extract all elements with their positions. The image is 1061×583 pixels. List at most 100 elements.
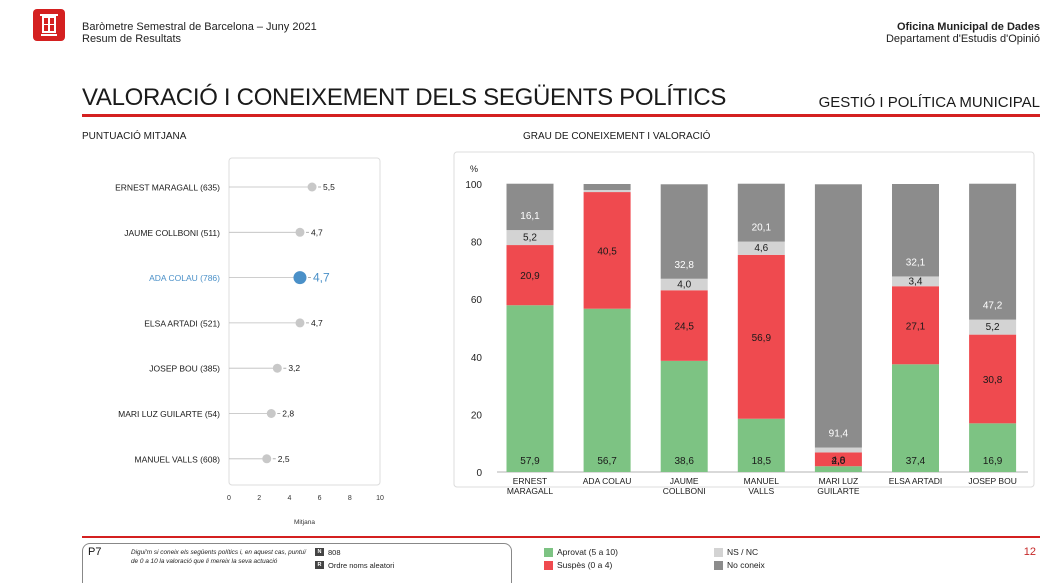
bar-segment-aprovat [737, 418, 785, 472]
bar-segment-suspes [506, 245, 554, 306]
right-chart-title: GRAU DE CONEIXEMENT I VALORACIÓ [523, 131, 711, 142]
legend-aprovat-swatch [544, 548, 553, 557]
politician-label: MARI LUZ GUILARTE (54) [118, 409, 220, 419]
score-dot [307, 182, 317, 192]
bar-segment-suspes [969, 334, 1017, 424]
y-tick-label: 40 [471, 353, 483, 364]
score-label: 4,7 [311, 227, 323, 237]
category-label: VALLS [748, 486, 774, 496]
bar-plot-frame [453, 151, 1035, 488]
category-label: JAUME [670, 476, 699, 486]
bar-value-label: 91,4 [829, 429, 849, 440]
report-subtitle: Resum de Resultats [82, 33, 182, 45]
bar-segment-aprovat [814, 466, 862, 472]
bar-value-label: 32,8 [674, 260, 694, 271]
y-axis-label: % [470, 164, 478, 174]
question-box [82, 543, 512, 583]
category-label: MANUEL [744, 476, 780, 486]
bar-segment-aprovat [892, 364, 939, 472]
x-tick-label: 0 [227, 495, 231, 502]
sample-size-icon: N [315, 548, 324, 556]
bar-value-label: 30,8 [983, 375, 1003, 386]
legend-suspes-label: Suspès (0 a 4) [557, 560, 613, 570]
bar-segment-suspes [892, 286, 939, 365]
question-text: Digui'm si coneix els següents polítics … [131, 549, 306, 565]
score-label: 4,7 [311, 318, 323, 328]
bar-value-label: 4,6 [754, 243, 768, 254]
question-code: P7 [88, 546, 102, 558]
bar-value-label: 56,9 [752, 333, 772, 344]
bar-value-label: 27,1 [906, 321, 926, 332]
bar-value-label: 32,1 [906, 257, 926, 268]
bar-segment-no [892, 184, 939, 277]
bar-value-label: 40,5 [597, 246, 617, 257]
bar-value-label: 20,9 [520, 271, 540, 282]
legend-nsnc-swatch [714, 548, 723, 557]
x-tick-label: 6 [318, 495, 322, 502]
politician-label: JAUME COLLBONI (511) [124, 228, 220, 238]
category-label: ERNEST [513, 476, 547, 486]
score-label: 2,5 [278, 454, 290, 464]
header-left: Baròmetre Semestral de Barcelona – Juny … [82, 21, 317, 45]
bar-value-label: 18,5 [752, 456, 772, 467]
score-dot [295, 227, 305, 237]
bar-value-label: 4,8 [831, 455, 845, 466]
score-dot [272, 363, 282, 373]
bar-value-label: 20,1 [752, 223, 772, 234]
legend-noconeix-swatch [714, 561, 723, 570]
bar-segment-suspes [660, 290, 708, 361]
bar-segment-ns [583, 190, 631, 193]
score-label: 3,2 [288, 363, 300, 373]
bar-segment-ns [814, 447, 862, 453]
x-tick-label: 4 [287, 495, 291, 502]
bar-value-label: 47,2 [983, 301, 1003, 312]
category-label: MARI LUZ [819, 476, 859, 486]
score-dot [293, 271, 307, 285]
category-label: COLLBONI [663, 486, 706, 496]
legend-nsnc-label: NS / NC [727, 547, 759, 557]
x-axis-label: Mitjana [294, 519, 315, 526]
legend-noconeix-label: No coneix [727, 560, 765, 570]
barcelona-logo-icon [33, 9, 65, 41]
politician-label: ERNEST MARAGALL (635) [115, 183, 220, 193]
bar-segment-ns [506, 230, 554, 246]
bar-value-label: 4,0 [677, 280, 691, 291]
bar-value-label: 3,4 [909, 276, 923, 287]
bar-segment-ns [737, 241, 785, 255]
bar-value-label: 16,9 [983, 456, 1003, 467]
bar-segment-no [814, 184, 862, 448]
order-icon: R [315, 561, 324, 569]
politician-label: ADA COLAU (786) [149, 273, 220, 283]
bar-value-label: 37,4 [906, 456, 926, 467]
category-label: ADA COLAU [583, 476, 632, 486]
politician-label: ELSA ARTADI (521) [144, 318, 220, 328]
footer-divider [82, 536, 1040, 538]
x-tick-label: 10 [376, 495, 384, 502]
x-tick-label: 2 [257, 495, 261, 502]
order-note: Ordre noms aleatori [328, 561, 395, 570]
bar-segment-no [969, 183, 1017, 320]
y-tick-label: 20 [471, 410, 483, 421]
score-label: 4,7 [313, 271, 330, 285]
bar-value-label: 57,9 [520, 456, 540, 467]
politician-label: MANUEL VALLS (608) [134, 454, 220, 464]
score-label: 5,5 [323, 182, 335, 192]
score-dot [266, 409, 276, 418]
section-title: GESTIÓ I POLÍTICA MUNICIPAL [818, 94, 1040, 111]
bar-segment-aprovat [506, 305, 554, 472]
bar-segment-no [737, 183, 785, 242]
bar-value-label: 16,1 [520, 211, 540, 222]
left-chart-title: PUNTUACIÓ MITJANA [82, 131, 187, 142]
bar-segment-aprovat [660, 360, 708, 472]
page-number: 12 [1023, 546, 1036, 558]
bar-value-label: 5,2 [986, 322, 1000, 333]
y-tick-label: 60 [471, 295, 483, 306]
bar-segment-suspes [814, 452, 862, 467]
bar-value-label: 38,6 [674, 456, 694, 467]
category-label: GUILARTE [817, 486, 860, 496]
bar-value-label: 24,5 [674, 322, 694, 333]
bar-value-label: 5,2 [523, 233, 537, 244]
sample-size: 808 [328, 548, 341, 557]
